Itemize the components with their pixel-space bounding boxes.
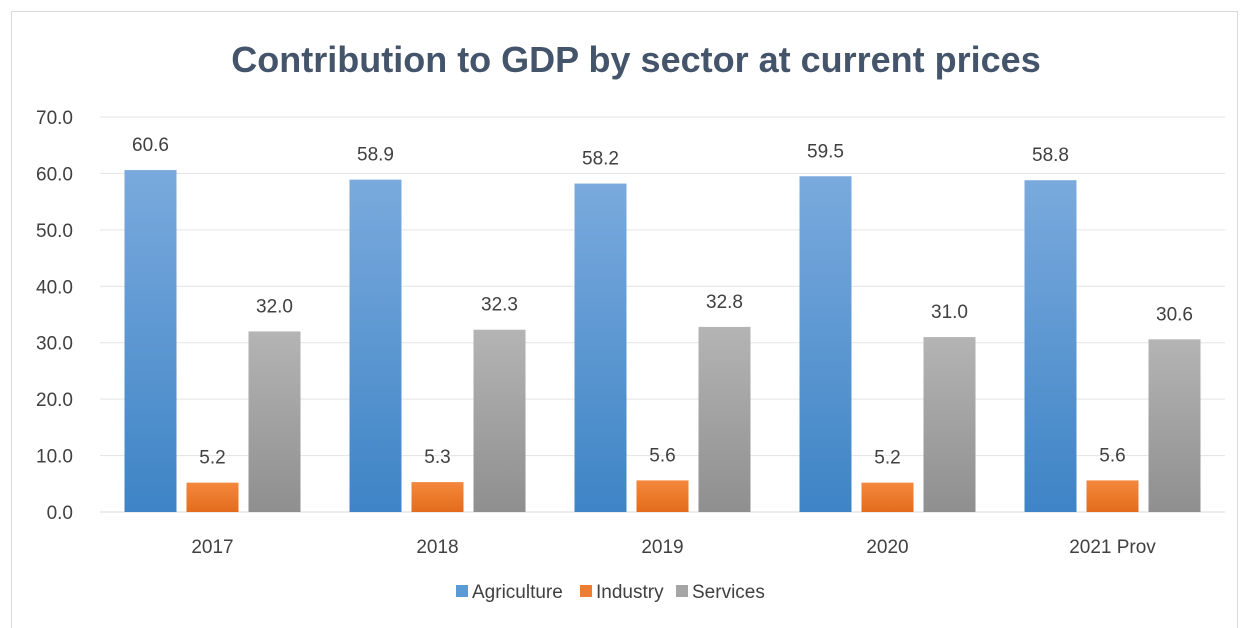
bars xyxy=(124,170,1201,513)
x-tick-label: 2018 xyxy=(416,537,458,558)
legend-label: Services xyxy=(692,582,765,603)
legend-label: Industry xyxy=(596,582,664,603)
data-label: 32.3 xyxy=(481,295,518,316)
data-label: 31.0 xyxy=(931,302,968,323)
legend: Agriculture Industry Services xyxy=(456,582,765,603)
x-axis: 2017 2018 2019 2020 2021 Prov xyxy=(191,537,1156,558)
legend-label: Agriculture xyxy=(472,582,563,603)
data-label: 58.2 xyxy=(582,149,619,170)
y-tick-label: 0.0 xyxy=(47,503,73,524)
bar-industry xyxy=(186,482,239,512)
y-tick-label: 10.0 xyxy=(36,447,73,468)
y-axis: 0.0 10.0 20.0 30.0 40.0 50.0 60.0 70.0 xyxy=(36,108,73,524)
y-tick-label: 50.0 xyxy=(36,221,73,242)
data-label: 60.6 xyxy=(132,135,169,156)
data-label: 5.2 xyxy=(874,448,900,469)
y-tick-label: 70.0 xyxy=(36,108,73,129)
data-labels: 60.6 5.2 32.0 58.9 5.3 32.3 58.2 5.6 32.8 59.5 5.2… xyxy=(132,135,1193,469)
data-label: 5.3 xyxy=(424,447,450,468)
data-label: 5.6 xyxy=(1099,445,1125,466)
data-label: 30.6 xyxy=(1156,304,1193,325)
data-label: 59.5 xyxy=(807,141,844,162)
legend-swatch-agriculture xyxy=(456,585,468,597)
data-label: 32.8 xyxy=(706,292,743,313)
data-label: 5.6 xyxy=(649,445,675,466)
bar-agriculture xyxy=(799,176,852,512)
bar-services xyxy=(473,329,526,512)
y-tick-label: 20.0 xyxy=(36,390,73,411)
data-label: 58.9 xyxy=(357,145,394,166)
legend-swatch-industry xyxy=(580,585,592,597)
bar-services xyxy=(698,326,751,512)
data-label: 5.2 xyxy=(199,448,225,469)
bar-services xyxy=(923,337,976,512)
data-label: 32.0 xyxy=(256,296,293,317)
bar-industry xyxy=(1086,480,1139,512)
bar-industry xyxy=(861,482,914,512)
y-tick-label: 60.0 xyxy=(36,164,73,185)
bar-services xyxy=(248,331,301,512)
legend-swatch-services xyxy=(676,585,688,597)
bar-industry xyxy=(411,482,464,512)
x-tick-label: 2021 Prov xyxy=(1069,537,1156,558)
bar-industry xyxy=(636,480,689,512)
x-tick-label: 2017 xyxy=(191,537,233,558)
bar-agriculture xyxy=(574,183,627,513)
data-label: 58.8 xyxy=(1032,145,1069,166)
bar-agriculture xyxy=(1024,180,1077,512)
chart-title: Contribution to GDP by sector at current… xyxy=(231,39,1040,80)
x-tick-label: 2019 xyxy=(641,537,683,558)
bar-agriculture xyxy=(349,179,402,512)
y-tick-label: 40.0 xyxy=(36,277,73,298)
x-tick-label: 2020 xyxy=(866,537,908,558)
bar-services xyxy=(1148,339,1201,512)
y-tick-label: 30.0 xyxy=(36,334,73,355)
bar-agriculture xyxy=(124,170,177,513)
